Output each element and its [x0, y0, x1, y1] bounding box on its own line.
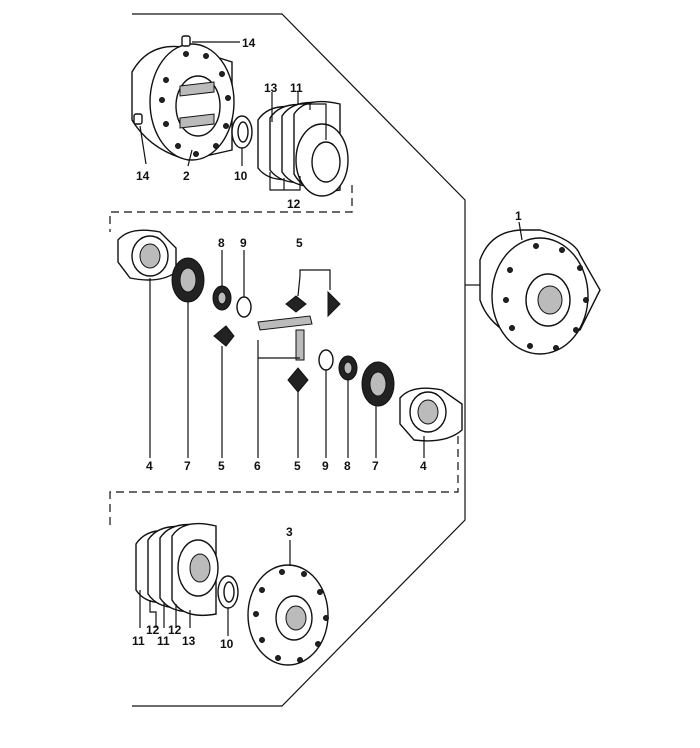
label-part-10-bottom: 10 — [220, 637, 234, 651]
label-part-13-top: 13 — [264, 81, 278, 95]
label-part-2: 2 — [183, 169, 190, 183]
label-part-4-left: 4 — [146, 459, 153, 473]
screw-part-top — [181, 35, 240, 47]
pressure-ring-part-left — [117, 229, 177, 458]
label-part-11-bottom-a: 11 — [132, 634, 145, 648]
label-part-9-bottom: 9 — [322, 459, 329, 473]
pinion-gear-part-bottom — [287, 367, 309, 458]
assembled-differential-part — [479, 221, 601, 355]
screw-part-bottom — [133, 113, 147, 165]
cross-shaft-part — [257, 315, 313, 458]
pinion-gear-part-left — [213, 325, 235, 458]
label-part-10-top: 10 — [234, 169, 248, 183]
clutch-plate-stack-bottom — [135, 522, 219, 628]
label-part-14-top: 14 — [242, 36, 256, 50]
side-gear-part-right — [361, 361, 395, 458]
label-part-8-top: 8 — [218, 236, 225, 250]
label-part-5-top: 5 — [296, 236, 303, 250]
assembly-outline — [132, 13, 466, 707]
housing-part-bottom — [247, 540, 329, 666]
label-part-7-right: 7 — [372, 459, 379, 473]
label-part-5-bottom: 5 — [294, 459, 301, 473]
washer-part-bottom — [318, 349, 334, 458]
label-part-12-bottom-b: 12 — [168, 623, 182, 637]
pressure-ring-part-right — [399, 387, 463, 458]
washer-part-top — [236, 250, 252, 318]
thrust-ring-part-top — [231, 115, 253, 166]
clutch-plate-stack-top — [257, 92, 349, 197]
housing-cover-part — [131, 43, 235, 161]
pinion-gear-part-top-pair — [285, 269, 341, 318]
label-part-12-top: 12 — [287, 197, 301, 211]
side-gear-part-left — [171, 257, 205, 458]
dashed-bracket-top — [109, 185, 353, 232]
label-part-14-bottom: 14 — [136, 169, 150, 183]
bushing-part-bottom — [338, 355, 358, 458]
thrust-ring-part-bottom — [217, 575, 239, 636]
label-part-11-top: 11 — [290, 81, 303, 95]
label-part-4-right: 4 — [420, 459, 427, 473]
label-part-6: 6 — [254, 459, 261, 473]
leader-2 — [187, 149, 193, 167]
label-part-8-bottom: 8 — [344, 459, 351, 473]
label-part-12-bottom-a: 12 — [146, 623, 160, 637]
label-part-13-bottom: 13 — [182, 634, 196, 648]
bushing-part-top — [212, 250, 232, 311]
label-part-7-left: 7 — [184, 459, 191, 473]
label-part-1: 1 — [515, 209, 522, 223]
label-part-3: 3 — [286, 525, 293, 539]
label-part-11-bottom-b: 11 — [157, 634, 170, 648]
label-part-9-top: 9 — [240, 236, 247, 250]
dashed-bracket-middle — [109, 436, 459, 530]
label-part-5-left: 5 — [218, 459, 225, 473]
